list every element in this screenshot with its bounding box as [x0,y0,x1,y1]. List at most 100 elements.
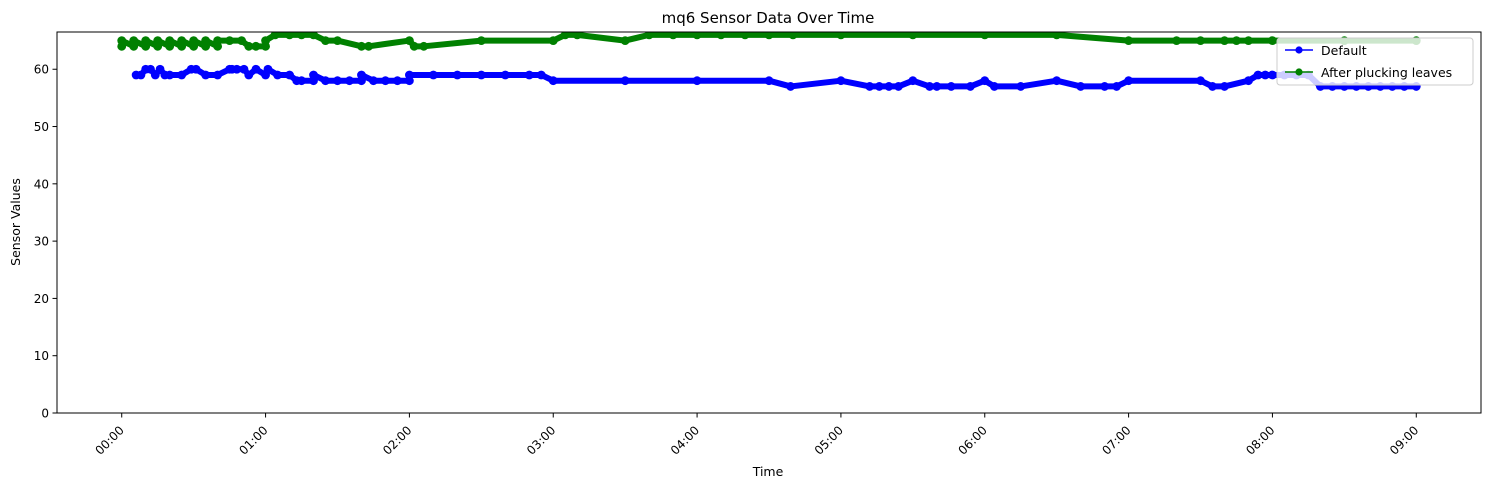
data-point [740,32,750,40]
data-point [572,32,582,40]
y-axis-label: Sensor Values [8,178,23,266]
data-point [620,36,630,45]
data-point [644,32,654,40]
data-point [476,70,486,80]
data-point [309,32,318,40]
data-point [560,32,570,40]
x-tick-label: 07:00 [1099,423,1133,457]
data-point [1232,36,1241,45]
data-point [716,32,726,40]
x-axis-label: Time [752,464,784,479]
data-point [1112,82,1122,91]
data-point [189,36,199,45]
data-point [1268,36,1277,45]
y-tick-label: 10 [34,349,49,363]
plot-area [56,31,1482,414]
legend-frame [1276,37,1474,86]
legend-marker-icon [1295,68,1303,76]
data-point [428,70,438,80]
data-point [1052,32,1062,40]
data-point [1016,82,1026,91]
data-point [620,76,630,86]
legend-marker-icon [1295,46,1303,54]
data-point [965,82,975,91]
data-point [285,70,294,80]
x-tick-label: 01:00 [236,423,270,457]
series-default [131,64,1421,91]
data-point [865,82,875,91]
data-point [524,70,534,80]
legend-label: After plucking leaves [1321,65,1452,80]
data-point [141,36,151,45]
x-tick-label: 09:00 [1387,423,1421,457]
data-point [1253,70,1263,80]
data-point [1100,82,1110,91]
data-point [309,70,318,80]
data-point [1220,82,1229,91]
data-point [273,70,282,80]
x-tick-label: 03:00 [524,423,558,457]
data-point [357,41,366,51]
data-point [270,32,280,40]
legend-item-default: Default [1285,43,1367,58]
y-tick-label: 20 [34,292,49,306]
data-point [1052,76,1062,86]
data-point [908,32,918,40]
data-point [668,32,678,40]
data-point [548,76,558,86]
data-point [1208,82,1217,91]
data-point [1260,70,1270,80]
data-point [980,76,990,86]
data-point [177,70,187,80]
chart-title: mq6 Sensor Data Over Time [662,9,875,27]
data-point [345,76,354,86]
x-tick-label: 00:00 [92,423,126,457]
legend: Default After plucking leaves [1276,37,1474,86]
data-point [989,82,999,91]
plot-frame [56,31,1482,414]
data-point [409,41,419,51]
data-point [1124,36,1133,45]
data-point [244,70,254,80]
data-point [165,36,175,45]
data-point [788,32,798,40]
data-point [884,82,894,91]
x-tick-label: 02:00 [380,423,414,457]
data-point [908,76,918,86]
data-point [177,36,187,45]
data-point [333,36,342,45]
y-tick-label: 30 [34,235,49,249]
y-tick-label: 50 [34,120,49,134]
data-point [786,82,795,91]
data-point [1196,76,1205,86]
data-point [1076,82,1086,91]
series-after-plucking [117,32,1421,51]
data-point [452,70,462,80]
data-point [764,76,774,86]
data-point [237,36,246,45]
data-point [692,32,702,40]
data-point [1244,36,1253,45]
y-tick-label: 0 [41,407,49,421]
x-axis: 00:00 01:00 02:00 03:00 04:00 05:00 06:00 07:00… [92,413,1421,458]
data-point [297,76,306,86]
data-point [946,82,956,91]
data-point [297,32,306,40]
data-point [321,76,330,86]
data-point [476,36,486,45]
data-point [405,70,414,80]
data-point [333,76,342,86]
x-tick-label: 06:00 [956,423,990,457]
data-point [369,76,378,86]
data-point [1196,36,1205,45]
data-point [263,64,273,74]
x-tick-label: 05:00 [812,423,846,457]
data-point [191,64,201,74]
data-point [925,82,935,91]
data-point [1172,36,1181,45]
y-axis: 0 10 20 30 40 50 60 [34,63,57,421]
data-point [244,41,254,51]
data-point [764,32,774,40]
data-point [153,36,163,45]
